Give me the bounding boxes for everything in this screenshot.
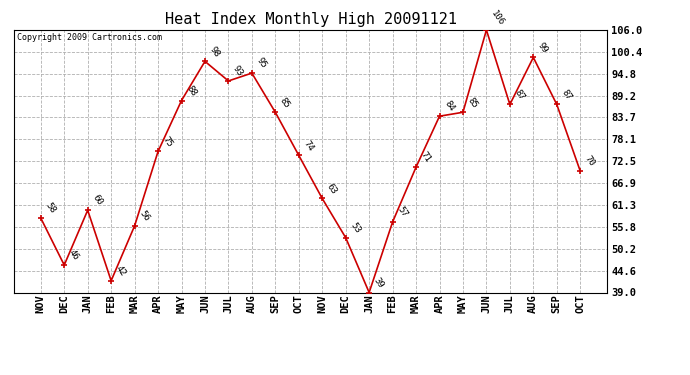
Text: 75: 75 xyxy=(161,135,175,148)
Text: 99: 99 xyxy=(536,40,550,55)
Text: 56: 56 xyxy=(137,209,151,223)
Title: Heat Index Monthly High 20091121: Heat Index Monthly High 20091121 xyxy=(164,12,457,27)
Text: 57: 57 xyxy=(395,205,409,219)
Text: Copyright 2009 Cartronics.com: Copyright 2009 Cartronics.com xyxy=(17,33,161,42)
Text: 46: 46 xyxy=(67,248,81,262)
Text: 39: 39 xyxy=(372,276,386,290)
Text: 85: 85 xyxy=(466,96,480,109)
Text: 87: 87 xyxy=(513,88,526,102)
Text: 58: 58 xyxy=(43,201,57,215)
Text: 106: 106 xyxy=(489,9,506,27)
Text: 42: 42 xyxy=(114,264,128,278)
Text: 85: 85 xyxy=(278,96,292,109)
Text: 87: 87 xyxy=(560,88,573,102)
Text: 63: 63 xyxy=(325,182,339,196)
Text: 53: 53 xyxy=(348,221,362,235)
Text: 98: 98 xyxy=(208,45,221,58)
Text: 60: 60 xyxy=(90,194,104,207)
Text: 71: 71 xyxy=(419,150,433,164)
Text: 74: 74 xyxy=(302,139,315,153)
Text: 88: 88 xyxy=(184,84,198,98)
Text: 95: 95 xyxy=(255,56,268,70)
Text: 93: 93 xyxy=(231,64,245,78)
Text: 84: 84 xyxy=(442,99,456,113)
Text: 70: 70 xyxy=(583,154,597,168)
